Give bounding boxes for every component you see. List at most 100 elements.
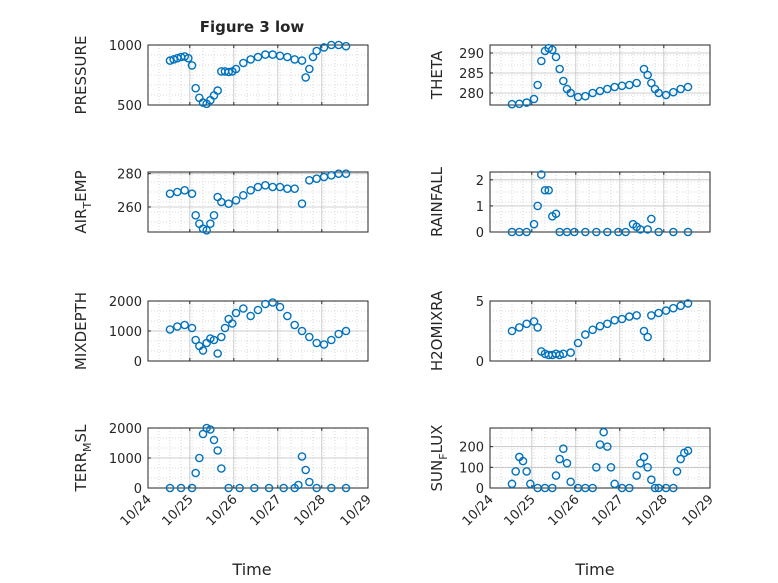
data-point (566, 477, 575, 487)
data-point (239, 304, 248, 313)
data-point (213, 446, 222, 455)
data-point (283, 52, 292, 62)
data-point (592, 227, 601, 237)
data-point (522, 227, 531, 237)
data-point (253, 305, 263, 315)
data-point (165, 325, 175, 334)
figure-title: Figure 3 low (200, 18, 305, 36)
data-point (224, 199, 233, 208)
data-point (654, 308, 663, 318)
data-point (610, 315, 619, 325)
data-point (268, 50, 277, 59)
subplot-pressure: 500 1000 PRESSURE (72, 36, 369, 114)
data-point (632, 78, 641, 88)
data-point (301, 465, 310, 475)
data-point (283, 311, 292, 321)
data-point (595, 440, 605, 449)
data-point (639, 64, 649, 74)
data-point (669, 483, 678, 493)
data-point (676, 301, 685, 311)
data-point (669, 303, 678, 313)
data-point (551, 471, 561, 480)
data-point (224, 67, 233, 77)
y-tick-label: 260 (117, 201, 142, 216)
data-point (636, 458, 645, 468)
data-point (327, 335, 336, 345)
data-point (522, 98, 531, 107)
data-point (305, 332, 314, 342)
data-point (540, 185, 550, 195)
data-point (198, 98, 208, 107)
data-point (537, 56, 546, 66)
data-point (198, 346, 208, 355)
data-point (669, 87, 678, 97)
data-point (308, 52, 318, 62)
data-point (327, 171, 336, 180)
y-tick-label: 1000 (109, 452, 142, 467)
data-point (610, 82, 619, 92)
grid (490, 428, 710, 488)
data-point (533, 80, 542, 90)
x-tick-label: 10/28 (292, 492, 329, 529)
data-point (581, 91, 590, 101)
axes-box (489, 427, 711, 489)
y-tick-label: 280 (459, 87, 484, 102)
data-point (647, 475, 656, 485)
data-point (669, 227, 678, 237)
data-point (341, 483, 351, 493)
data-point (610, 479, 619, 489)
data-point (275, 302, 285, 312)
data-point (206, 425, 215, 434)
data-point (297, 452, 307, 461)
y-tick-label: 0 (134, 355, 142, 370)
data-point (312, 338, 321, 348)
data-point (217, 464, 226, 473)
y-tick-label: 280 (117, 168, 142, 183)
axes-box (489, 44, 711, 106)
data-point (570, 227, 579, 237)
data-point (551, 52, 561, 62)
data-point (195, 219, 204, 228)
data-point (643, 70, 652, 80)
data-point (213, 192, 222, 202)
data-point (312, 46, 321, 56)
data-point (191, 83, 200, 93)
data-point (173, 187, 182, 197)
data-point (632, 311, 641, 320)
x-tick-label: 10/26 (204, 492, 241, 529)
data-point (621, 227, 630, 237)
data-point (515, 323, 524, 332)
data-point (566, 348, 575, 357)
data-point (522, 319, 531, 329)
data-point (206, 219, 215, 228)
data-point (566, 88, 575, 98)
y-axis-label: THETA (428, 50, 446, 100)
data-point (551, 209, 561, 219)
data-point (533, 201, 542, 211)
data-point (268, 182, 277, 192)
y-tick-label: 0 (476, 482, 484, 497)
data-point (562, 458, 572, 468)
subplot-mixdepth: 0 1000 2000 MIXDEPTH (72, 292, 369, 370)
data-point (529, 317, 539, 326)
subplot-rainfall: 0 1 2 RAINFALL (428, 166, 711, 241)
x-tick-label: 10/28 (634, 492, 671, 529)
data-point (511, 467, 520, 476)
data-point (639, 326, 649, 336)
data-point (341, 169, 351, 178)
data-point (198, 429, 208, 439)
data-point (209, 435, 219, 445)
x-tick-label: 10/25 (160, 492, 197, 529)
data-point (191, 335, 200, 345)
data-point (529, 94, 539, 104)
x-tick-label: 10/29 (680, 492, 717, 529)
y-axis-label: AIRTEMP (72, 170, 94, 233)
data-point (515, 99, 524, 109)
data-point (173, 322, 182, 331)
subplot-theta: 280 285 290 THETA (428, 43, 711, 109)
data-point (312, 174, 321, 183)
data-point (683, 446, 693, 456)
data-point (213, 86, 222, 95)
